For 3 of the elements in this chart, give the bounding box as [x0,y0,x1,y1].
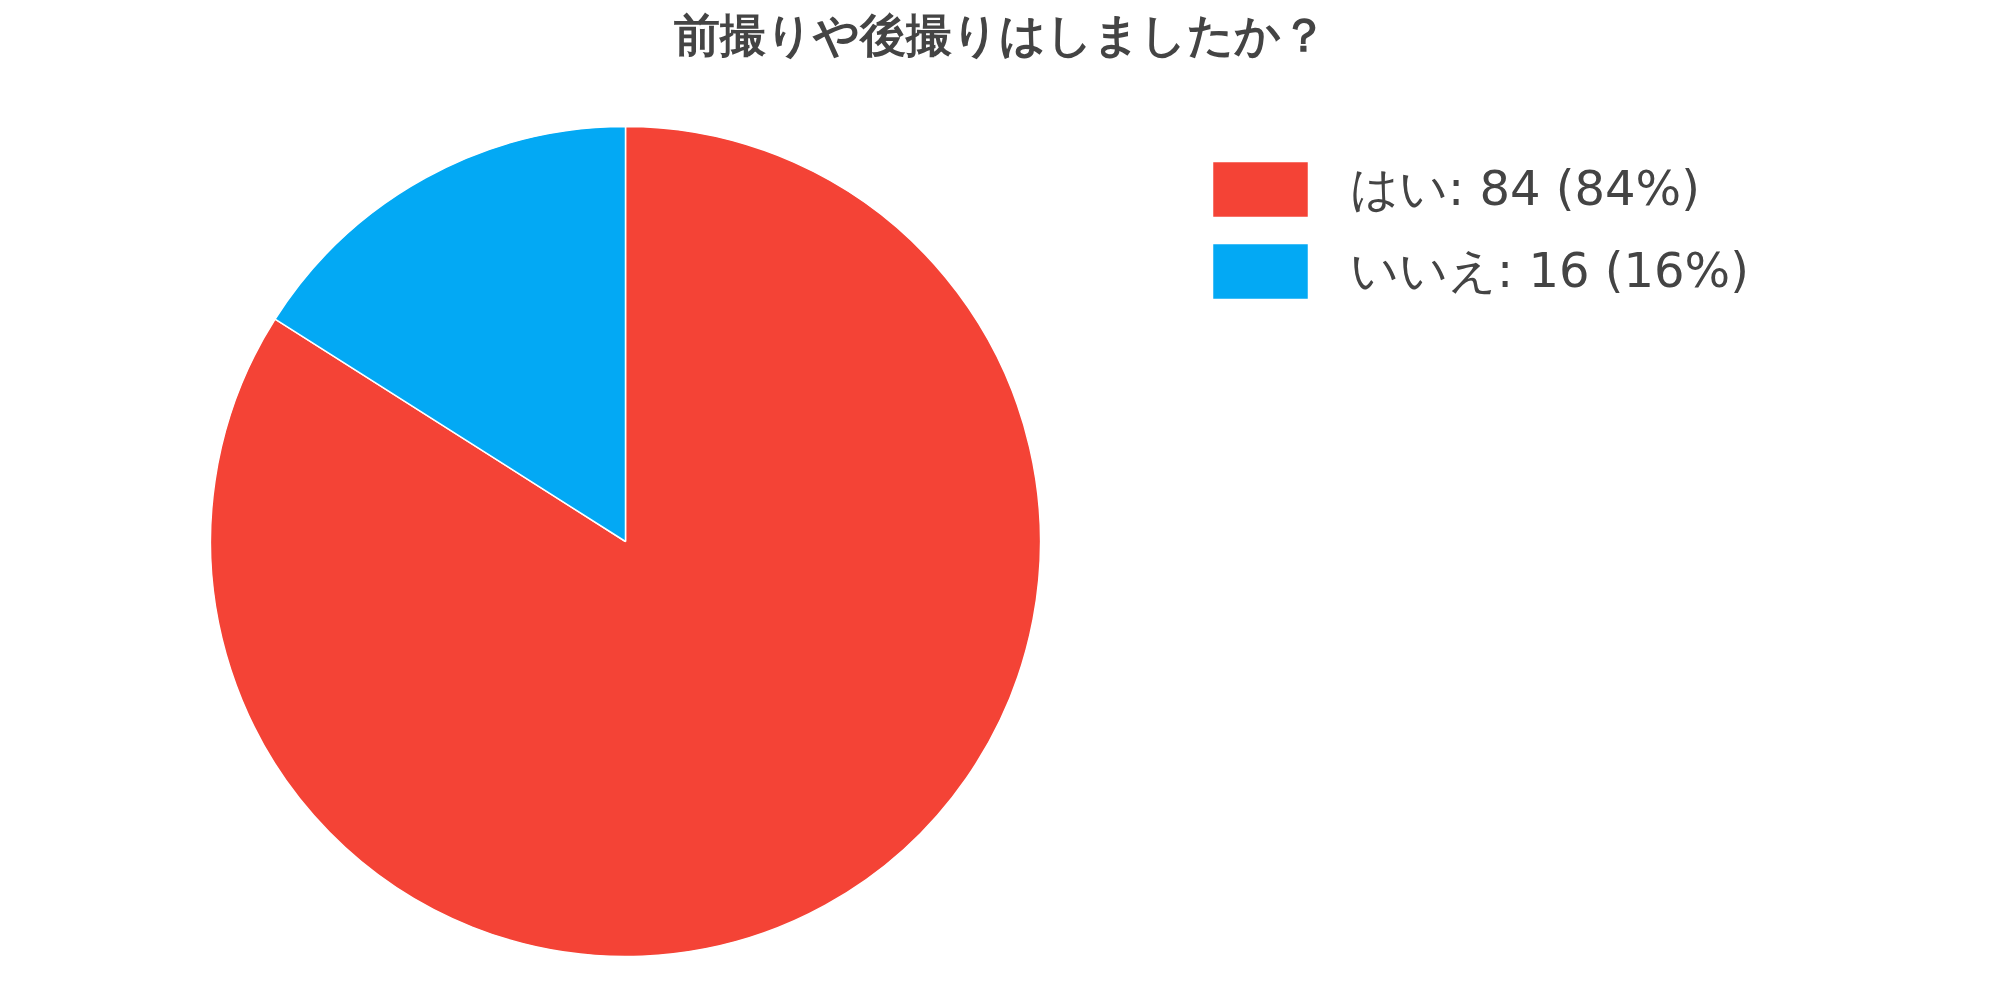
legend-label: はい: 84 (84%) [1350,159,1700,218]
legend-label: いいえ: 16 (16%) [1350,241,1749,300]
chart-title: 前撮りや後撮りはしましたか？ [674,7,1327,62]
